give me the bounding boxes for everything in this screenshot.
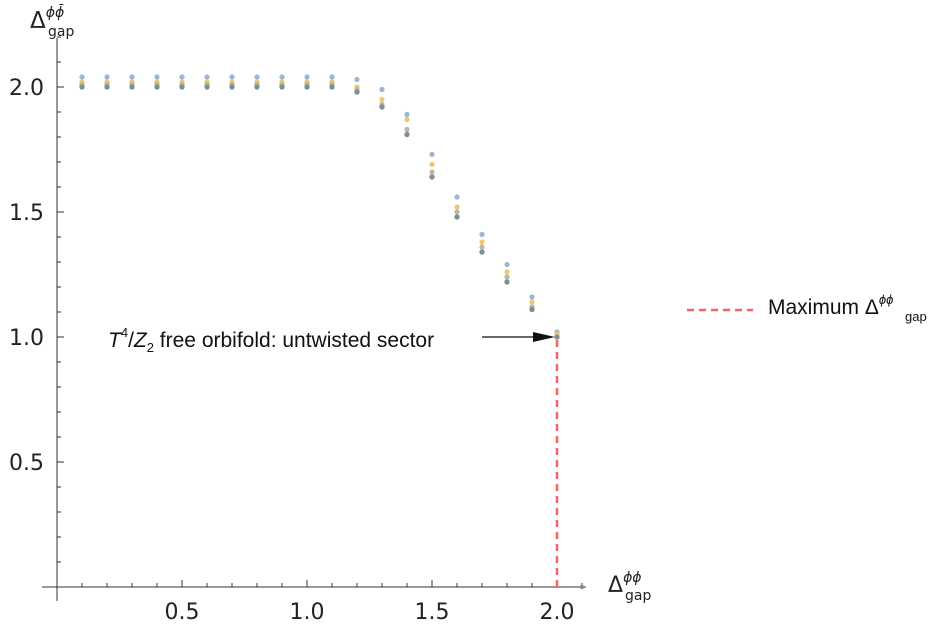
data-point: [404, 111, 410, 118]
data-point: [154, 84, 160, 90]
data-point: [379, 86, 385, 93]
data-point: [554, 334, 560, 340]
data-point: [429, 161, 435, 168]
annotation-arrowhead: [533, 332, 555, 342]
data-point: [204, 84, 210, 90]
data-point: [79, 84, 85, 90]
data-point: [404, 116, 410, 123]
data-point: [529, 306, 535, 313]
data-point: [479, 244, 485, 250]
data-point: [429, 169, 435, 175]
data-point: [479, 231, 485, 238]
data-point: [279, 74, 285, 80]
data-point: [204, 74, 210, 80]
data-point: [454, 204, 460, 210]
data-point: [529, 294, 535, 300]
y-axis-title: Δϕϕ̄ gap: [30, 3, 74, 40]
x-tick-label: 2.0: [540, 600, 575, 625]
y-tick-label: 2.0: [9, 76, 44, 101]
data-point: [254, 84, 260, 90]
data-point: [79, 74, 85, 80]
y-tick-label: 1.0: [9, 326, 44, 351]
data-point: [504, 274, 510, 280]
data-point: [454, 214, 460, 220]
data-point: [504, 269, 510, 275]
annotation-text: T4/Z2 free orbifold: untwisted sector: [108, 325, 434, 355]
data-point: [354, 89, 360, 95]
x-tick-label: 0.5: [165, 600, 200, 625]
data-point: [504, 279, 510, 285]
data-point: [379, 104, 385, 110]
y-tick-label: 0.5: [9, 451, 44, 476]
data-point: [354, 76, 360, 83]
data-points: [79, 74, 585, 590]
legend-label-maximum: Maximum Δϕϕgap: [768, 292, 927, 324]
data-point: [229, 74, 235, 80]
ticks-layer: [57, 36, 583, 587]
data-point: [304, 84, 310, 90]
data-point: [504, 261, 510, 268]
data-point: [479, 239, 485, 245]
data-point: [104, 74, 110, 80]
data-point: [179, 74, 185, 80]
data-point: [404, 131, 410, 138]
data-point: [479, 249, 485, 255]
y-tick-label: 1.5: [9, 201, 44, 226]
data-point: [304, 74, 310, 80]
y-tick-labels: 0.5 1.0 1.5 2.0: [9, 76, 44, 476]
x-axis-title: Δϕϕ gap: [608, 570, 651, 604]
data-point: [104, 84, 110, 90]
data-point: [429, 151, 435, 158]
data-point: [404, 126, 410, 133]
data-point: [329, 74, 335, 80]
data-point: [454, 194, 460, 200]
x-tick-labels: 0.5 1.0 1.5 2.0: [165, 600, 575, 625]
legend: Maximum Δϕϕgap: [687, 292, 927, 324]
data-point: [179, 84, 185, 90]
data-point: [129, 84, 135, 90]
data-point: [379, 96, 385, 103]
data-point: [329, 84, 335, 90]
x-tick-label: 1.5: [415, 600, 450, 625]
data-point: [454, 209, 460, 215]
data-point: [129, 74, 135, 80]
data-point: [529, 299, 535, 305]
data-point: [579, 584, 585, 590]
data-point: [229, 84, 235, 90]
data-point: [429, 174, 435, 180]
data-point: [154, 74, 160, 80]
x-tick-label: 1.0: [290, 600, 325, 625]
data-point: [254, 74, 260, 80]
data-point: [279, 84, 285, 90]
